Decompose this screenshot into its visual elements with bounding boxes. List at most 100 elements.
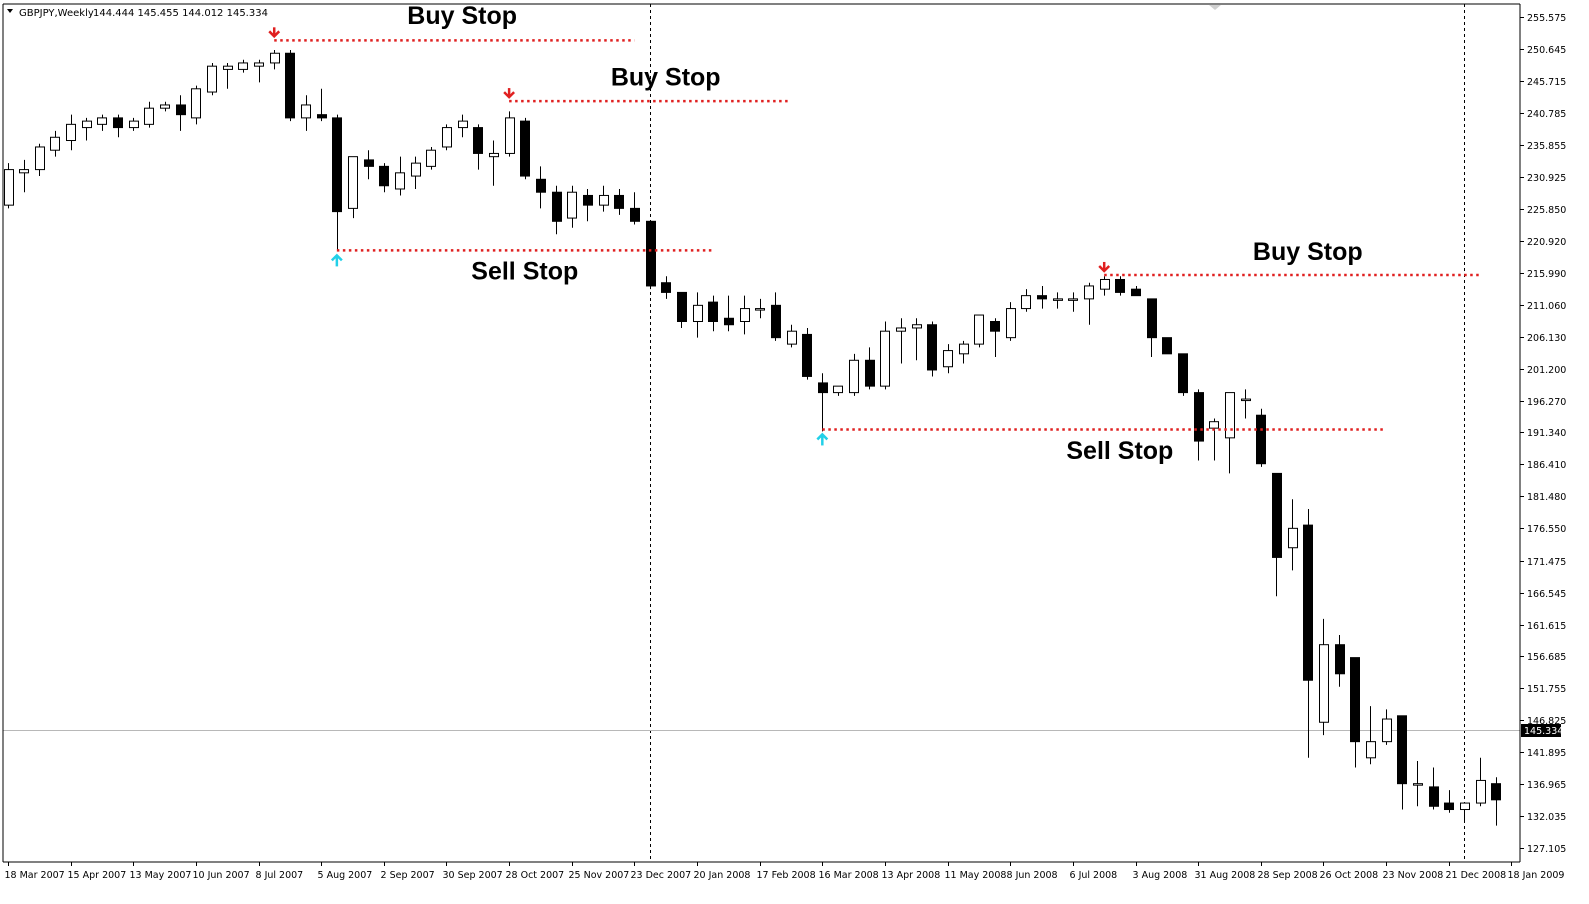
candle <box>129 117 139 131</box>
candle <box>1366 706 1376 765</box>
chart-ohlc: 144.444 145.455 144.012 145.334 <box>93 8 268 19</box>
candle <box>395 156 405 196</box>
candle-body-bear <box>1429 786 1439 807</box>
candle <box>990 318 1000 358</box>
candle-body-bear <box>1256 414 1266 465</box>
candle-body-bull <box>66 123 76 142</box>
candle-body-bull <box>1460 802 1470 811</box>
candle-body-bull <box>426 149 436 167</box>
candle <box>849 353 859 396</box>
price-tick-label: 211.060 <box>1527 301 1566 312</box>
candles-layer <box>4 50 1501 826</box>
stop-level-label: Buy Stop <box>407 2 517 30</box>
candle-body-bull <box>35 146 45 171</box>
time-tick-label: 15 Apr 2007 <box>68 870 127 881</box>
candle-body-bull <box>833 385 843 394</box>
stop-level-label: Buy Stop <box>611 64 721 92</box>
candle <box>238 59 248 73</box>
candle <box>364 150 374 180</box>
candle <box>379 163 389 193</box>
time-tick-label: 2 Sep 2007 <box>381 870 435 881</box>
candle <box>1225 392 1235 474</box>
time-tick-label: 8 Jul 2007 <box>256 870 304 881</box>
time-tick-label: 31 Aug 2008 <box>1195 870 1256 881</box>
price-tick-label: 230.925 <box>1527 173 1566 184</box>
candle-body-bear <box>646 220 656 287</box>
candle-body-bear <box>677 291 687 322</box>
candle-body-bear <box>1335 644 1345 675</box>
candle <box>458 114 468 138</box>
stop-level-label: Sell Stop <box>1066 437 1173 465</box>
chart-shift-marker-icon[interactable] <box>1209 5 1221 10</box>
candle-body-bull <box>1413 783 1423 786</box>
candle <box>160 101 170 112</box>
price-tick-label: 250.645 <box>1527 45 1566 56</box>
time-tick-label: 8 Jun 2008 <box>1007 870 1058 881</box>
candle <box>191 85 201 125</box>
candle <box>1006 302 1016 341</box>
price-tick-label: 240.785 <box>1527 109 1566 120</box>
stop-level: Buy Stop <box>503 64 791 103</box>
price-tick-label: 166.545 <box>1527 589 1566 600</box>
candle <box>113 114 123 138</box>
stop-level: Buy Stop <box>268 2 635 42</box>
candle <box>536 166 546 209</box>
candle <box>1084 282 1094 325</box>
time-tick-label: 3 Aug 2008 <box>1133 870 1188 881</box>
candle-body-bull <box>755 308 765 311</box>
candle <box>223 62 233 89</box>
candle <box>176 95 186 131</box>
candle-body-bull <box>1068 298 1078 301</box>
candle-body-bear <box>1115 278 1125 293</box>
candle-body-bull <box>395 172 405 190</box>
candle <box>1382 709 1392 745</box>
candle-body-bull <box>1366 741 1376 759</box>
candle <box>583 188 593 222</box>
candle-body-bull <box>97 117 107 125</box>
chart-menu-triangle-icon[interactable] <box>7 9 13 13</box>
candle <box>4 163 14 209</box>
time-tick-label: 28 Oct 2007 <box>506 870 565 881</box>
candle-body-bear <box>473 127 483 154</box>
candle-body-bull <box>849 359 859 394</box>
candle-body-bear <box>364 159 374 167</box>
candle-body-bear <box>1037 295 1047 300</box>
candle-body-bear <box>520 120 530 177</box>
price-tick-label: 186.410 <box>1527 460 1566 471</box>
price-tick-label: 191.340 <box>1527 428 1566 439</box>
candle <box>661 276 671 299</box>
candle-body-bear <box>176 104 186 116</box>
price-tick-label: 132.035 <box>1527 812 1566 823</box>
current-price-tag-label: 145.334 <box>1524 726 1563 737</box>
candle-body-bear <box>990 320 1000 332</box>
stop-level: Buy Stop <box>1098 238 1481 277</box>
candle <box>1068 292 1078 312</box>
candle-body-bear <box>865 359 875 387</box>
time-tick-label: 13 Apr 2008 <box>882 870 941 881</box>
candle-body-bear <box>1131 288 1141 297</box>
candle <box>1335 634 1345 687</box>
price-tick-label: 245.715 <box>1527 77 1566 88</box>
candle-body-bull <box>740 308 750 322</box>
candle-body-bear <box>1303 524 1313 681</box>
price-tick-label: 141.895 <box>1527 748 1566 759</box>
separators-layer <box>3 4 1520 862</box>
candle-body-bull <box>912 324 922 329</box>
candle <box>1288 499 1298 571</box>
stop-level: Sell Stop <box>330 249 713 285</box>
candle-body-bull <box>959 343 969 355</box>
candle <box>1037 285 1047 309</box>
candle <box>1100 276 1110 296</box>
candle-body-bear <box>927 324 937 371</box>
candle <box>614 188 624 215</box>
price-tick-label: 235.855 <box>1527 141 1566 152</box>
candle <box>66 114 76 151</box>
candle <box>708 295 718 332</box>
candle-body-bear <box>285 52 295 119</box>
candle-body-bull <box>567 191 577 219</box>
candle <box>724 295 734 332</box>
candle <box>927 321 937 377</box>
